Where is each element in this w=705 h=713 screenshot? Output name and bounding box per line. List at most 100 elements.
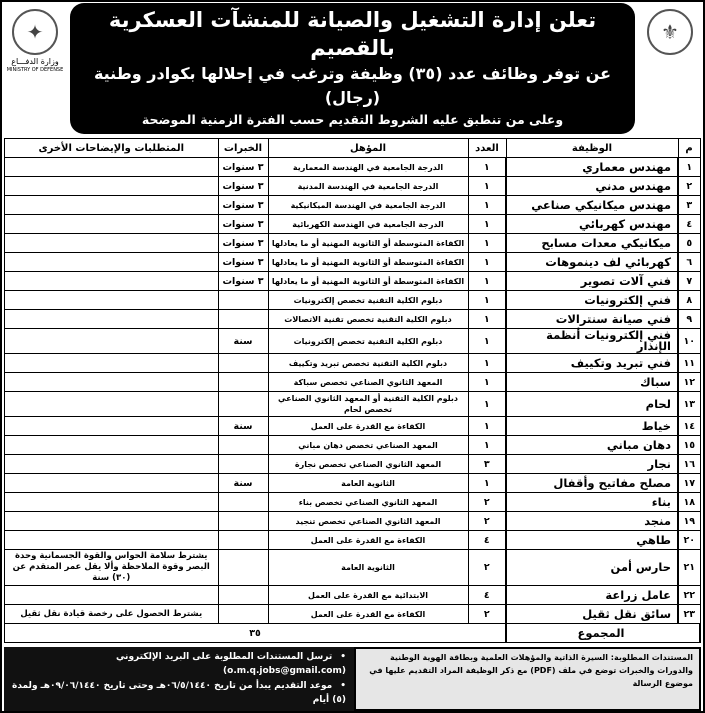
emblem-icon: ⚜ — [647, 9, 693, 55]
cell-exp — [217, 530, 269, 550]
total-row: المجموع ٣٥ — [4, 623, 701, 643]
email-line: ترسل المستندات المطلوبة على البريد الإلك… — [8, 650, 346, 678]
cell-notes — [4, 416, 219, 436]
cell-qual: الدرجة الجامعية في الهندسة المدنية — [267, 176, 469, 196]
cell-notes — [4, 353, 219, 373]
cell-num: ١١ — [677, 353, 701, 373]
cell-qual: الثانوية العامة — [267, 473, 469, 493]
cell-job: مهندس مدني — [505, 176, 679, 196]
total-value: ٣٥ — [4, 623, 507, 643]
cell-qual: الدرجة الجامعية في الهندسة الكهربائية — [267, 214, 469, 234]
table-row: ١١ فني تبريد وتكييف ١ دبلوم الكلية التقنية … — [4, 353, 701, 373]
cell-cnt: ١ — [467, 195, 507, 215]
cell-num: ٢ — [677, 176, 701, 196]
cell-qual: المعهد الصناعي تخصص دهان مباني — [267, 435, 469, 455]
cell-num: ٦ — [677, 252, 701, 272]
cell-notes — [4, 585, 219, 605]
cell-job: مصلح مفاتيح وأقفال — [505, 473, 679, 493]
cell-num: ١٣ — [677, 391, 701, 417]
cell-notes — [4, 435, 219, 455]
cell-num: ١ — [677, 157, 701, 177]
cell-exp: ٣ سنوات — [217, 195, 269, 215]
cell-qual: دبلوم الكلية التقنية تخصص تقنية الاتصالا… — [267, 309, 469, 329]
cell-job: نجار — [505, 454, 679, 474]
ministry-logo: ✦ وزارة الدفـــاع MINISTRY OF DEFENSE — [4, 3, 66, 74]
cell-num: ١٦ — [677, 454, 701, 474]
cell-notes — [4, 271, 219, 291]
table-row: ٢٢ عامل زراعة ٤ الابتدائية مع القدرة على ال… — [4, 585, 701, 605]
cell-cnt: ١ — [467, 328, 507, 354]
cell-job: منجد — [505, 511, 679, 531]
cell-num: ٢٣ — [677, 604, 701, 624]
cell-job: خياط — [505, 416, 679, 436]
cell-cnt: ١ — [467, 309, 507, 329]
banner-title: تعلن إدارة التشغيل والصيانة للمنشآت العس… — [108, 8, 597, 60]
cell-exp: ٣ سنوات — [217, 271, 269, 291]
table-row: ٤ مهندس كهربائي ١ الدرجة الجامعية في الهندس… — [4, 214, 701, 234]
cell-notes — [4, 454, 219, 474]
cell-num: ٧ — [677, 271, 701, 291]
cell-qual: المعهد الثانوي الصناعي تخصص سباكة — [267, 372, 469, 392]
cell-job: ميكانيكي معدات مسابح — [505, 233, 679, 253]
cell-num: ٢٠ — [677, 530, 701, 550]
cell-job: مهندس معماري — [505, 157, 679, 177]
header-row: ✦ وزارة الدفـــاع MINISTRY OF DEFENSE تعلن… — [4, 3, 701, 134]
table-row: ١٨ بناء ٢ المعهد الثانوي الصناعي تخصص بناء — [4, 492, 701, 512]
table-row: ٩ فني صيانة سنترالات ١ دبلوم الكلية التقنية… — [4, 309, 701, 329]
cell-notes — [4, 290, 219, 310]
table-row: ١٧ مصلح مفاتيح وأقفال ١ الثانوية العامة سنة — [4, 473, 701, 493]
cell-job: سباك — [505, 372, 679, 392]
cell-notes — [4, 176, 219, 196]
cell-cnt: ١ — [467, 252, 507, 272]
cell-notes — [4, 309, 219, 329]
total-label: المجموع — [505, 623, 701, 643]
cell-cnt: ١ — [467, 391, 507, 417]
cell-notes — [4, 530, 219, 550]
cell-exp — [217, 372, 269, 392]
cell-exp: ٣ سنوات — [217, 157, 269, 177]
table-row: ١٩ منجد ٢ المعهد الثانوي الصناعي تخصص تنجيد — [4, 511, 701, 531]
cell-exp — [217, 391, 269, 417]
contact-bar: ترسل المستندات المطلوبة على البريد الإلك… — [4, 647, 354, 711]
banner-subtitle: عن توفر وظائف عدد (٣٥) وظيفة وترغب في إح… — [93, 64, 612, 107]
cell-exp — [217, 290, 269, 310]
cell-job: دهان مباني — [505, 435, 679, 455]
cell-job: حارس أمن — [505, 549, 679, 586]
cell-qual: المعهد الثانوي الصناعي تخصص نجارة — [267, 454, 469, 474]
cell-num: ١٧ — [677, 473, 701, 493]
cell-cnt: ٢ — [467, 511, 507, 531]
table-header-row: م الوظيفة العدد المؤهل الخبرات المتطلبات والإ… — [4, 138, 701, 158]
cell-qual: دبلوم الكلية التقنية أو المعهد الثانوي ا… — [267, 391, 469, 417]
cell-exp — [217, 309, 269, 329]
cell-cnt: ١ — [467, 157, 507, 177]
table-row: ٥ ميكانيكي معدات مسابح ١ الكفاءة المتوسطة أ… — [4, 233, 701, 253]
table-row: ١٣ لحام ١ دبلوم الكلية التقنية أو المعهد ال… — [4, 391, 701, 417]
column-header: الخبرات — [217, 138, 269, 158]
cell-cnt: ٤ — [467, 530, 507, 550]
cell-notes: يشترط سلامة الحواس والقوة الجسمانية وحدة… — [4, 549, 219, 586]
table-row: ١٥ دهان مباني ١ المعهد الصناعي تخصص دهان مب… — [4, 435, 701, 455]
cell-notes — [4, 214, 219, 234]
date-line: موعد التقديم يبدأ من تاريخ ٠٦/٥/١٤٤٠هـ و… — [8, 679, 346, 707]
cell-qual: الكفاءة مع القدرة على العمل — [267, 530, 469, 550]
ministry-emblem-icon: ✦ — [12, 9, 58, 55]
table-row: ١٦ نجار ٣ المعهد الثانوي الصناعي تخصص نجارة — [4, 454, 701, 474]
cell-num: ٨ — [677, 290, 701, 310]
cell-job: طاهي — [505, 530, 679, 550]
table-row: ٣ مهندس ميكانيكي صناعي ١ الدرجة الجامعية في… — [4, 195, 701, 215]
cell-num: ١٠ — [677, 328, 701, 354]
table-row: ١٤ خياط ١ الكفاءة مع القدرة على العمل سنة — [4, 416, 701, 436]
cell-num: ٢١ — [677, 549, 701, 586]
cell-cnt: ١ — [467, 233, 507, 253]
cell-qual: الكفاءة مع القدرة على العمل — [267, 604, 469, 624]
header-banner: تعلن إدارة التشغيل والصيانة للمنشآت العس… — [70, 3, 635, 134]
cell-exp: ٣ سنوات — [217, 214, 269, 234]
cell-qual: الكفاءة المتوسطة أو الثانوية المهنية أو … — [267, 252, 469, 272]
cell-num: ٢٢ — [677, 585, 701, 605]
table-row: ١٢ سباك ١ المعهد الثانوي الصناعي تخصص سباكة — [4, 372, 701, 392]
ministry-name: وزارة الدفـــاع — [11, 57, 59, 66]
cell-job: فني إلكترونيات — [505, 290, 679, 310]
cell-notes — [4, 473, 219, 493]
cell-num: ٣ — [677, 195, 701, 215]
cell-exp — [217, 353, 269, 373]
